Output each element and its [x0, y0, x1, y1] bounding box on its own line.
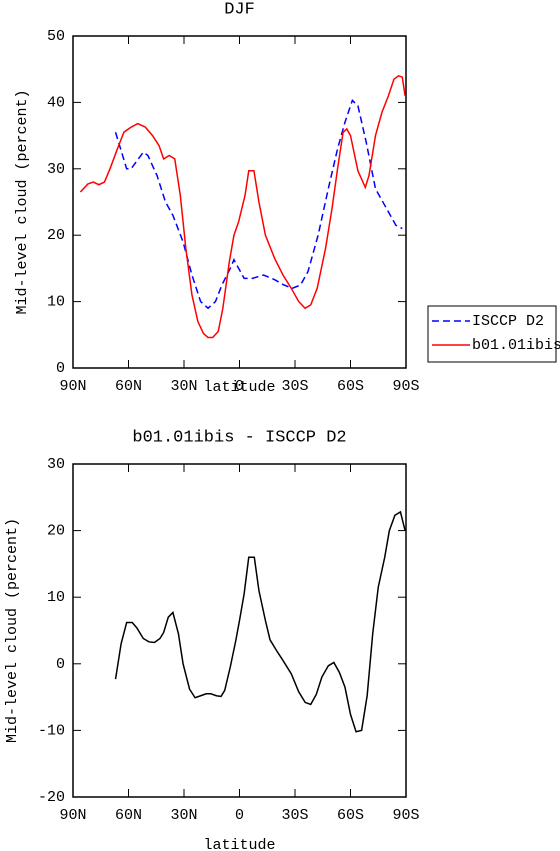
y-tick-label: -20 — [38, 789, 65, 806]
x-tick-label: 0 — [235, 378, 244, 395]
plot-frame — [72, 463, 407, 798]
y-tick-label: 30 — [47, 456, 65, 473]
legend-label: ISCCP D2 — [472, 313, 544, 330]
x-axis-label: latitude — [203, 379, 275, 396]
y-tick-label: 50 — [47, 28, 65, 45]
y-tick-label: 30 — [47, 161, 65, 178]
x-tick-label: 0 — [235, 807, 244, 824]
y-tick-label: -10 — [38, 722, 65, 739]
x-tick-label: 30S — [281, 378, 308, 395]
x-tick-label: 90N — [59, 378, 86, 395]
x-tick-label: 30N — [170, 378, 197, 395]
x-tick-label: 90S — [392, 378, 419, 395]
x-tick-label: 30S — [281, 807, 308, 824]
y-tick-label: 20 — [47, 523, 65, 540]
data-line — [114, 99, 403, 310]
plot-frame — [72, 35, 407, 369]
chart-title: b01.01ibis - ISCCP D2 — [132, 428, 346, 447]
x-tick-label: 60N — [115, 378, 142, 395]
data-line — [79, 75, 406, 339]
x-tick-label: 90N — [59, 807, 86, 824]
legend-box — [427, 305, 557, 363]
y-axis-label: Mid-level cloud (percent) — [4, 518, 21, 743]
chart-title: DJF — [224, 0, 255, 19]
y-tick-label: 0 — [56, 656, 65, 673]
y-axis-label: Mid-level cloud (percent) — [14, 89, 31, 314]
x-tick-label: 30N — [170, 807, 197, 824]
data-line — [114, 510, 406, 733]
y-tick-label: 10 — [47, 589, 65, 606]
x-tick-label: 60S — [337, 807, 364, 824]
x-tick-label: 90S — [392, 807, 419, 824]
x-axis-label: latitude — [203, 837, 275, 851]
x-tick-label: 60N — [115, 807, 142, 824]
legend-label: b01.01ibis — [472, 337, 560, 354]
y-tick-label: 0 — [56, 360, 65, 377]
y-tick-label: 10 — [47, 294, 65, 311]
y-tick-label: 40 — [47, 94, 65, 111]
x-tick-label: 60S — [337, 378, 364, 395]
y-tick-label: 20 — [47, 227, 65, 244]
